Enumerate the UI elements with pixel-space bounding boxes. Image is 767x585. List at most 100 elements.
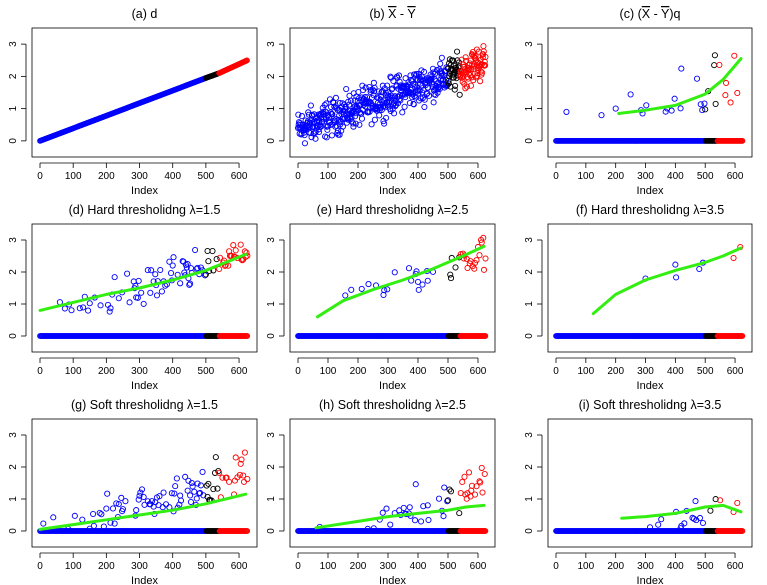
x-tick-label: 300 bbox=[637, 366, 654, 377]
panel-g: (g) Soft thresholidng λ=1.5 0 100 200 300 400… bbox=[8, 398, 258, 585]
data-point bbox=[723, 79, 730, 87]
data-point bbox=[342, 292, 349, 299]
x-tick-label: 400 bbox=[410, 171, 427, 182]
data-point bbox=[463, 83, 471, 90]
data-point bbox=[730, 254, 737, 262]
x-axis-label: Index bbox=[131, 380, 158, 392]
data-point bbox=[447, 83, 454, 90]
x-tick-label: 200 bbox=[350, 561, 367, 572]
data-point bbox=[171, 490, 178, 497]
data-point bbox=[140, 300, 147, 307]
y-tick-label: 0 bbox=[266, 333, 277, 339]
data-point bbox=[438, 54, 445, 61]
data-point bbox=[244, 475, 251, 483]
data-point bbox=[61, 305, 68, 312]
data-point bbox=[417, 518, 425, 525]
data-point bbox=[308, 134, 315, 141]
data-point bbox=[438, 72, 445, 80]
x-tick-label: 100 bbox=[320, 561, 337, 572]
data-point bbox=[298, 113, 306, 120]
data-point bbox=[447, 488, 455, 495]
data-point bbox=[331, 117, 339, 124]
y-tick-label: 0 bbox=[524, 333, 535, 339]
y-tick-label: 2 bbox=[8, 464, 19, 470]
data-point bbox=[369, 86, 376, 93]
data-point bbox=[452, 264, 459, 271]
data-point bbox=[135, 496, 142, 503]
data-point bbox=[352, 120, 359, 127]
data-point bbox=[459, 72, 467, 79]
data-point bbox=[177, 492, 184, 499]
data-point bbox=[68, 307, 75, 314]
y-tick-label: 3 bbox=[524, 41, 535, 47]
data-point bbox=[399, 109, 406, 116]
x-tick-label: 500 bbox=[198, 171, 215, 182]
data-point bbox=[390, 110, 398, 117]
data-point bbox=[672, 261, 679, 268]
data-point bbox=[204, 247, 211, 255]
data-point bbox=[415, 286, 422, 293]
data-point bbox=[158, 288, 165, 295]
data-point bbox=[334, 127, 341, 134]
data-point bbox=[236, 471, 243, 478]
data-point bbox=[482, 333, 489, 339]
x-tick-label: 100 bbox=[577, 171, 594, 182]
x-tick-label: 100 bbox=[65, 171, 82, 182]
data-point bbox=[348, 286, 355, 293]
data-point bbox=[415, 90, 422, 97]
data-point bbox=[381, 287, 388, 294]
plot-frame bbox=[547, 223, 753, 353]
data-point bbox=[163, 501, 170, 508]
x-tick-label: 600 bbox=[231, 366, 248, 377]
data-point bbox=[356, 121, 363, 128]
x-tick-label: 400 bbox=[410, 561, 427, 572]
data-point bbox=[405, 265, 413, 272]
plot-frame bbox=[289, 27, 496, 158]
data-point bbox=[371, 88, 378, 95]
y-tick-label: 2 bbox=[266, 269, 277, 275]
data-point bbox=[447, 275, 455, 282]
y-tick-label: 3 bbox=[8, 432, 19, 438]
data-point bbox=[184, 261, 191, 268]
data-point bbox=[90, 522, 97, 530]
data-point bbox=[445, 80, 452, 87]
x-tick-label: 500 bbox=[198, 561, 215, 572]
data-point bbox=[481, 470, 488, 478]
panel-title: (i) Soft thresholidng λ=3.5 bbox=[579, 398, 722, 412]
x-tick-label: 100 bbox=[320, 171, 337, 182]
x-tick-label: 600 bbox=[470, 171, 487, 182]
plot-frame bbox=[31, 223, 258, 353]
data-point bbox=[398, 92, 406, 99]
x-tick-label: 400 bbox=[667, 171, 684, 182]
data-point bbox=[482, 528, 489, 534]
title-overlined-symbol: Y bbox=[407, 7, 416, 21]
data-point bbox=[358, 115, 366, 122]
x-tick-label: 500 bbox=[697, 366, 714, 377]
x-tick-label: 200 bbox=[607, 366, 624, 377]
data-point bbox=[187, 492, 194, 499]
data-point bbox=[115, 501, 122, 508]
data-point bbox=[345, 98, 352, 105]
data-point bbox=[421, 68, 428, 75]
data-point bbox=[96, 509, 103, 516]
data-point bbox=[477, 68, 484, 75]
data-point bbox=[324, 126, 331, 133]
data-point bbox=[177, 280, 184, 287]
panel-d: (d) Hard thresholidng λ=1.5 0 100 200 300 400… bbox=[8, 203, 258, 392]
panel-title: (e) Hard thresholidng λ=2.5 bbox=[317, 203, 469, 217]
data-point bbox=[419, 95, 426, 102]
data-point bbox=[240, 478, 248, 485]
data-point bbox=[428, 75, 435, 82]
data-point bbox=[412, 481, 419, 488]
y-tick-label: 0 bbox=[8, 528, 19, 534]
data-point bbox=[157, 266, 164, 274]
fit-line bbox=[316, 244, 486, 319]
data-point bbox=[106, 308, 113, 315]
data-point bbox=[444, 498, 451, 505]
y-tick-label: 1 bbox=[266, 496, 277, 502]
data-point bbox=[701, 100, 708, 107]
data-point bbox=[472, 52, 479, 59]
data-point bbox=[563, 108, 570, 115]
y-tick-label: 1 bbox=[524, 105, 535, 111]
x-tick-label: 0 bbox=[37, 366, 43, 377]
